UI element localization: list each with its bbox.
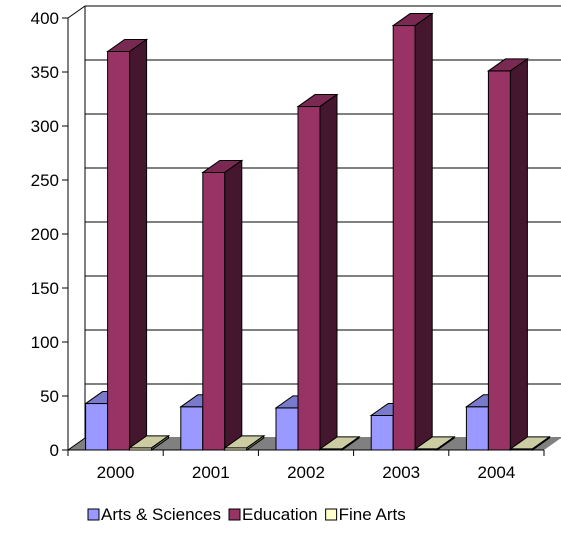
- bar-front: [85, 403, 109, 451]
- bar: [508, 435, 551, 451]
- legend-label: Fine Arts: [339, 505, 406, 524]
- legend-item: Arts & Sciences: [87, 505, 221, 524]
- x-tick-label: 2004: [477, 463, 515, 482]
- bar-front: [107, 50, 131, 451]
- legend-label: Education: [242, 505, 318, 524]
- bar: [486, 57, 529, 451]
- side-wall-bottom: [67, 437, 86, 451]
- bar: [318, 435, 361, 451]
- x-tick-label: 2001: [192, 463, 230, 482]
- bar-front: [180, 406, 204, 451]
- legend: Arts & Sciences Education Fine Arts: [87, 505, 406, 524]
- bar-side: [531, 435, 550, 451]
- bar: [201, 159, 244, 451]
- x-tick-label: 2003: [382, 463, 420, 482]
- bar-front: [370, 414, 394, 451]
- bar-side: [129, 38, 148, 451]
- legend-swatch: [87, 508, 100, 521]
- bar-side: [246, 434, 265, 451]
- bar: [296, 93, 339, 451]
- y-tick-label: 300: [31, 117, 59, 136]
- y-tick-label: 350: [31, 63, 59, 82]
- bar-side: [319, 93, 338, 451]
- bar-front: [465, 406, 489, 451]
- bar: [223, 434, 266, 451]
- y-tick-label: 250: [31, 171, 59, 190]
- bar-side: [436, 435, 455, 451]
- y-tick-label: 400: [31, 9, 59, 28]
- y-tick-label: 150: [31, 279, 59, 298]
- bar-side: [341, 435, 360, 451]
- legend-swatch: [325, 508, 338, 521]
- x-tick-label: 2000: [97, 463, 135, 482]
- bars: [84, 12, 551, 451]
- bar-front: [392, 25, 416, 451]
- bar-side: [509, 57, 528, 451]
- y-tick-label: 50: [40, 387, 59, 406]
- bar-front: [487, 70, 511, 451]
- legend-item: Fine Arts: [325, 505, 406, 524]
- bar-side: [414, 12, 433, 451]
- y-tick-label: 200: [31, 225, 59, 244]
- legend-swatch: [228, 508, 241, 521]
- legend-item: Education: [228, 505, 318, 524]
- bar-front: [275, 407, 299, 451]
- bar: [391, 12, 434, 451]
- bar-front: [202, 171, 226, 451]
- y-tick-label: 100: [31, 333, 59, 352]
- y-tick-label: 0: [50, 441, 59, 460]
- bar: [413, 435, 456, 451]
- bar-side: [151, 434, 170, 451]
- legend-label: Arts & Sciences: [101, 505, 221, 524]
- side-wall-top: [67, 5, 86, 19]
- x-tick-label: 2002: [287, 463, 325, 482]
- bar: [106, 38, 149, 451]
- bar: [128, 434, 171, 451]
- bar-front: [297, 106, 321, 451]
- bar-side: [224, 159, 243, 451]
